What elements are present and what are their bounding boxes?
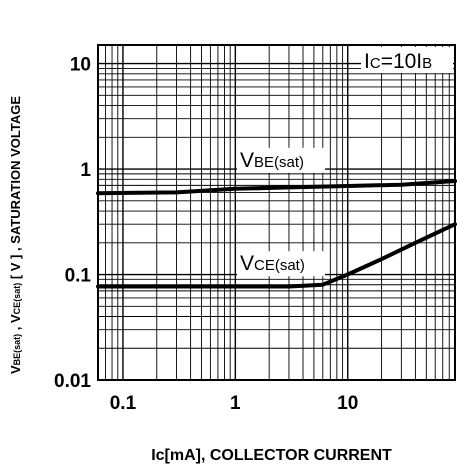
annotation-text: IC=10IB: [364, 50, 432, 73]
y-tick-label: 0.01: [54, 371, 91, 392]
series-label-background: [236, 147, 325, 173]
plot-frame: [97, 44, 456, 381]
series-label-background: [236, 251, 325, 277]
series-label-1: VBE(sat): [240, 149, 304, 172]
series-line-1: [96, 179, 457, 196]
annotation-background: [361, 47, 453, 73]
x-tick-label: 10: [337, 393, 358, 414]
x-tick-label: 1: [230, 393, 241, 414]
y-tick-label: 0.1: [65, 266, 92, 287]
y-tick-label: 1: [80, 160, 91, 181]
x-axis-title: Ic[mA], COLLECTOR CURRENT: [151, 447, 392, 464]
ratio-annotation: IC=10IB: [361, 47, 453, 73]
y-axis-title: VBE(sat) , VCE(sat) [ V ] , SATURATION V…: [8, 96, 23, 374]
grid: [97, 45, 456, 381]
curves: VBE(sat) VCE(sat): [96, 147, 457, 289]
series-label-2: VCE(sat): [240, 252, 305, 275]
tick-labels: 0.1 1 10 0.01 0.1 1 10: [54, 55, 358, 414]
y-tick-label: 10: [70, 55, 91, 76]
x-tick-label: 0.1: [110, 393, 137, 414]
series-line-2: [96, 222, 457, 289]
